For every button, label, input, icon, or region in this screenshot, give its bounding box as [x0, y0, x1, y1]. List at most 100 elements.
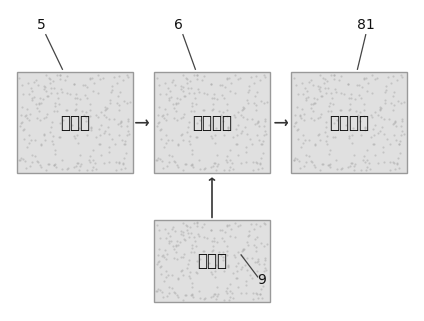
Point: [156, 127, 163, 132]
Point: [254, 234, 260, 239]
Point: [328, 108, 335, 114]
Point: [158, 126, 165, 131]
Point: [364, 148, 371, 153]
Point: [48, 90, 55, 95]
Point: [183, 222, 190, 227]
Point: [71, 134, 78, 139]
Point: [234, 142, 240, 147]
Point: [102, 107, 109, 112]
Point: [366, 166, 373, 171]
Point: [50, 134, 56, 139]
Point: [75, 125, 82, 130]
Point: [184, 230, 191, 236]
Point: [18, 155, 25, 160]
Point: [179, 138, 186, 143]
Point: [29, 89, 36, 94]
Point: [164, 163, 171, 169]
Point: [245, 232, 252, 237]
Point: [86, 75, 93, 80]
Point: [45, 162, 52, 167]
Point: [126, 131, 133, 136]
Point: [255, 124, 262, 129]
Point: [375, 160, 382, 165]
Point: [71, 165, 78, 170]
Point: [310, 101, 317, 106]
Point: [367, 112, 374, 117]
Point: [262, 74, 268, 80]
Point: [158, 290, 165, 295]
Point: [123, 151, 129, 156]
Point: [253, 244, 260, 249]
Point: [227, 157, 234, 162]
Point: [17, 121, 24, 126]
Point: [24, 115, 31, 120]
Point: [228, 81, 235, 86]
Point: [239, 265, 246, 270]
Point: [122, 138, 129, 143]
Point: [234, 268, 241, 273]
Point: [322, 119, 329, 124]
Point: [52, 147, 59, 152]
Point: [252, 237, 259, 242]
Point: [324, 134, 331, 139]
Point: [178, 132, 184, 137]
Point: [210, 101, 217, 106]
Point: [240, 247, 247, 252]
Point: [296, 159, 302, 164]
Point: [163, 133, 170, 138]
Point: [112, 168, 119, 173]
Point: [308, 158, 315, 163]
Point: [225, 265, 232, 270]
Point: [115, 159, 122, 164]
Point: [312, 164, 318, 169]
Point: [224, 290, 231, 295]
Point: [194, 258, 201, 264]
Point: [186, 78, 193, 83]
Point: [95, 126, 102, 132]
Point: [377, 107, 383, 112]
Point: [170, 289, 177, 294]
Point: [348, 160, 355, 166]
Point: [84, 84, 91, 90]
Point: [249, 276, 256, 281]
Point: [386, 142, 393, 147]
Point: [227, 289, 234, 294]
Point: [223, 222, 230, 228]
Point: [348, 96, 354, 101]
Point: [238, 130, 245, 135]
Point: [209, 247, 216, 253]
Point: [220, 115, 226, 120]
Point: [178, 87, 185, 92]
Point: [369, 115, 376, 120]
Point: [212, 291, 219, 296]
Point: [162, 91, 169, 97]
Point: [326, 152, 333, 157]
Point: [234, 152, 241, 158]
Point: [208, 81, 215, 86]
Point: [358, 168, 365, 173]
Point: [234, 285, 241, 290]
Point: [324, 78, 330, 83]
Point: [253, 133, 260, 138]
Point: [46, 75, 53, 80]
Point: [230, 112, 237, 117]
Point: [382, 87, 389, 92]
Point: [395, 155, 402, 160]
Point: [163, 268, 170, 273]
Point: [329, 101, 336, 106]
Point: [120, 77, 126, 82]
Point: [258, 98, 265, 103]
Point: [259, 151, 266, 156]
Point: [186, 225, 193, 230]
Point: [97, 76, 104, 82]
Point: [173, 96, 180, 101]
Point: [201, 90, 208, 95]
Point: [242, 262, 248, 267]
Point: [321, 81, 328, 86]
Point: [238, 266, 245, 272]
Text: 传感器: 传感器: [60, 114, 90, 132]
Point: [259, 283, 266, 288]
Point: [208, 134, 215, 139]
Text: 81: 81: [357, 18, 375, 32]
Point: [47, 76, 54, 82]
